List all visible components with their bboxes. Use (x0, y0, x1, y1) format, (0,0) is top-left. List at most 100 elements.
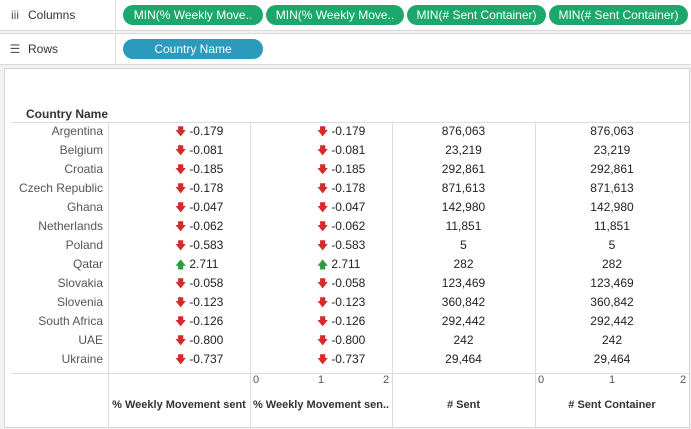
columns-pill-weekly-movement-2[interactable]: MIN(% Weekly Move.. (266, 5, 404, 25)
rows-label: Rows (28, 42, 59, 56)
weekly-movement-value: -0.081 (189, 143, 224, 157)
weekly-movement-value: 2.711 (331, 257, 361, 271)
sent-cell: 5 (460, 238, 467, 252)
weekly-movement-value: -0.126 (331, 314, 366, 328)
weekly-movement-value: 2.711 (189, 257, 219, 271)
sent-cell: 282 (453, 257, 474, 271)
arrow-down-icon: 🡇 (175, 240, 187, 252)
country-label: Argentina (51, 124, 103, 138)
sent-cell: 5 (608, 238, 616, 252)
arrow-up-icon: 🡅 (317, 259, 329, 271)
arrow-down-icon: 🡇 (175, 354, 187, 366)
weekly-movement-value: -0.047 (189, 200, 224, 214)
arrow-up-icon: 🡅 (175, 259, 187, 271)
arrow-down-icon: 🡇 (175, 278, 187, 290)
sent-cell: 242 (601, 333, 623, 347)
axis-tick-label: 1 (318, 374, 325, 386)
country-label: Czech Republic (18, 181, 103, 195)
arrow-down-icon: 🡇 (317, 354, 329, 366)
columns-icon: iii (11, 8, 19, 22)
weekly-movement-value: -0.123 (331, 295, 366, 309)
arrow-down-icon: 🡇 (175, 335, 187, 347)
weekly-movement-cell: 🡅 2.711 (317, 255, 392, 274)
columns-shelf: iii Columns MIN(% Weekly Move.. MIN(% We… (0, 0, 691, 31)
sent-cell: 876,063 (590, 124, 634, 138)
sent-cell: 23,219 (593, 143, 631, 157)
weekly-movement-cell: 🡇 -0.800 (175, 331, 250, 350)
columns-pill-sent-container-1[interactable]: MIN(# Sent Container) (407, 5, 546, 25)
country-label: Slovakia (57, 276, 103, 290)
column-footer-header[interactable]: # Sent Container (568, 399, 656, 411)
weekly-movement-value: -0.062 (331, 219, 366, 233)
weekly-movement-value: -0.179 (189, 124, 224, 138)
sent-cell: 11,851 (594, 219, 630, 233)
arrow-down-icon: 🡇 (317, 145, 329, 157)
rows-pill-country-name[interactable]: Country Name (123, 39, 263, 59)
columns-shelf-label: iii Columns (0, 0, 116, 30)
weekly-movement-value: -0.800 (189, 333, 224, 347)
sent-cell: 23,219 (445, 143, 482, 157)
sent-cell: 360,842 (441, 295, 486, 309)
arrow-down-icon: 🡇 (317, 164, 329, 176)
sent-cell: 123,469 (590, 276, 634, 290)
sent-cell: 360,842 (590, 295, 634, 309)
column-footer-header[interactable]: # Sent (446, 399, 480, 411)
country-label: UAE (78, 333, 103, 347)
weekly-movement-value: -0.179 (331, 124, 366, 138)
weekly-movement-cell: 🡇 -0.126 (317, 312, 392, 331)
weekly-movement-value: -0.081 (331, 143, 366, 157)
weekly-movement-cell: 🡅 2.711 (175, 255, 250, 274)
axis-tick-label: 1 (609, 374, 616, 386)
sent-cell: 29,464 (445, 352, 482, 366)
weekly-movement-cell: 🡇 -0.185 (317, 160, 392, 179)
sent-cell: 242 (453, 333, 474, 347)
weekly-movement-cell: 🡇 -0.185 (175, 160, 250, 179)
columns-pill-sent-container-2[interactable]: MIN(# Sent Container) (549, 5, 688, 25)
weekly-movement-value: -0.583 (189, 238, 224, 252)
column-divider (392, 122, 393, 427)
arrow-down-icon: 🡇 (175, 164, 187, 176)
weekly-movement-value: -0.185 (189, 162, 224, 176)
arrow-down-icon: 🡇 (317, 240, 329, 252)
weekly-movement-value: -0.123 (189, 295, 224, 309)
axis-tick-label: 2 (680, 374, 687, 386)
country-label: Netherlands (38, 219, 103, 233)
axis-tick-label: 0 (253, 374, 260, 386)
arrow-down-icon: 🡇 (317, 202, 329, 214)
column-divider (250, 122, 251, 427)
sent-cell: 142,980 (441, 200, 486, 214)
country-label: Slovenia (56, 295, 103, 309)
rows-shelf: ☰ Rows Country Name (0, 33, 691, 65)
column-footer-header[interactable]: % Weekly Movement sen.. (252, 399, 390, 411)
weekly-movement-cell: 🡇 -0.178 (317, 179, 392, 198)
weekly-movement-cell: 🡇 -0.062 (175, 217, 250, 236)
weekly-movement-value: -0.185 (331, 162, 366, 176)
columns-label: Columns (28, 8, 76, 22)
weekly-movement-cell: 🡇 -0.062 (317, 217, 392, 236)
weekly-movement-value: -0.058 (331, 276, 366, 290)
weekly-movement-cell: 🡇 -0.737 (175, 350, 250, 369)
country-label: Qatar (72, 257, 103, 271)
columns-pill-weekly-movement-1[interactable]: MIN(% Weekly Move.. (123, 5, 263, 25)
weekly-movement-value: -0.178 (331, 181, 366, 195)
weekly-movement-cell: 🡇 -0.583 (317, 236, 392, 255)
weekly-movement-value: -0.737 (189, 352, 224, 366)
arrow-down-icon: 🡇 (175, 145, 187, 157)
table-view: Country Name Argentina 🡇 -0.179 🡇 -0.179 876,… (4, 68, 690, 428)
sent-cell: 871,613 (441, 181, 486, 195)
weekly-movement-cell: 🡇 -0.800 (317, 331, 392, 350)
weekly-movement-value: -0.058 (189, 276, 224, 290)
sent-cell: 876,063 (441, 124, 486, 138)
weekly-movement-cell: 🡇 -0.081 (317, 141, 392, 160)
weekly-movement-cell: 🡇 -0.123 (175, 293, 250, 312)
country-label: Poland (65, 238, 103, 252)
sent-cell: 123,469 (441, 276, 486, 290)
arrow-down-icon: 🡇 (175, 202, 187, 214)
sent-cell: 282 (601, 257, 623, 271)
country-label: Ghana (66, 200, 103, 214)
arrow-down-icon: 🡇 (317, 221, 329, 233)
column-footer-header[interactable]: % Weekly Movement sent (112, 399, 246, 411)
arrow-down-icon: 🡇 (175, 126, 187, 138)
weekly-movement-value: -0.583 (331, 238, 366, 252)
weekly-movement-cell: 🡇 -0.583 (175, 236, 250, 255)
